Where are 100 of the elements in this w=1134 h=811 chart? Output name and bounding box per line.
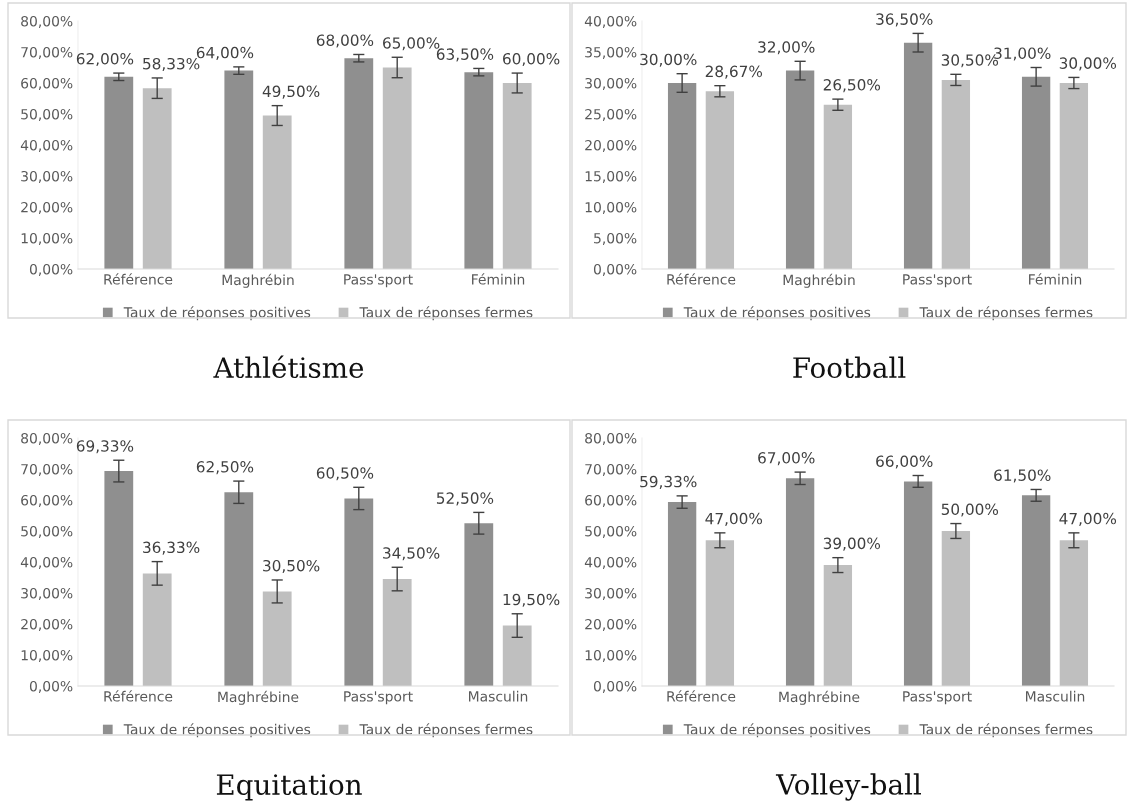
data-label: 47,00% xyxy=(705,512,763,526)
bar xyxy=(104,471,134,686)
data-label: 62,00% xyxy=(76,53,134,67)
y-tick-label: 0,00% xyxy=(29,680,73,693)
y-tick-label: 20,00% xyxy=(585,618,637,631)
bar xyxy=(502,625,532,686)
y-tick-label: 30,00% xyxy=(21,587,73,600)
y-tick-label: 60,00% xyxy=(21,494,73,507)
y-tick-label: 70,00% xyxy=(585,463,637,476)
bar xyxy=(104,76,134,269)
y-tick-label: 0,00% xyxy=(29,263,73,276)
data-label: 52,50% xyxy=(436,492,494,506)
text: Football xyxy=(793,356,906,379)
bar xyxy=(1059,83,1089,269)
data-label: 47,00% xyxy=(1059,512,1117,526)
legend-label: Taux de réponses positives xyxy=(683,723,871,738)
bar xyxy=(464,72,494,269)
x-tick-label: Pass'sport xyxy=(344,274,413,288)
data-label: 26,50% xyxy=(823,79,881,93)
y-tick-label: 70,00% xyxy=(21,46,73,59)
data-label: 36,50% xyxy=(876,13,933,27)
y-tick-label: 5,00% xyxy=(594,232,637,245)
bar xyxy=(705,91,735,269)
data-label: 32,00% xyxy=(758,41,815,55)
y-tick-label: 60,00% xyxy=(21,77,73,90)
x-tick-label: Masculin xyxy=(1026,690,1085,702)
y-tick-label: 10,00% xyxy=(21,232,73,245)
data-label: 64,00% xyxy=(196,46,254,60)
legend-label: Taux de réponses fermes xyxy=(359,306,533,321)
bar xyxy=(823,565,853,686)
y-tick-label: 30,00% xyxy=(21,170,73,183)
y-tick-label: 80,00% xyxy=(21,15,73,28)
x-tick-label: Maghrébin xyxy=(783,273,855,288)
bar xyxy=(667,502,697,686)
y-tick-label: 10,00% xyxy=(585,201,637,214)
x-tick-label: Féminin xyxy=(472,273,525,285)
bar xyxy=(941,79,971,269)
legend-label: Taux de réponses positives xyxy=(123,723,311,738)
x-tick-label: Pass'sport xyxy=(903,691,972,705)
data-label: 30,50% xyxy=(263,559,320,574)
legend-label: Taux de réponses fermes xyxy=(359,723,533,738)
data-label: 49,50% xyxy=(262,85,320,99)
y-tick-label: 50,00% xyxy=(21,108,73,121)
data-label: 60,50% xyxy=(316,467,374,481)
x-tick-label: Maghrébine xyxy=(779,690,860,705)
legend-label: Taux de réponses positives xyxy=(683,306,871,321)
y-tick-label: 0,00% xyxy=(593,680,637,693)
data-label: 68,00% xyxy=(316,34,374,48)
data-label: 30,00% xyxy=(640,53,697,67)
bar xyxy=(903,42,933,269)
bar xyxy=(382,67,412,269)
y-tick-label: 30,00% xyxy=(585,77,637,90)
y-tick-label: 40,00% xyxy=(584,15,637,28)
x-tick-label: Référence xyxy=(667,690,736,702)
x-tick-label: Référence xyxy=(104,690,173,702)
y-tick-label: 10,00% xyxy=(585,649,637,662)
data-label: 66,00% xyxy=(876,455,933,469)
bar xyxy=(903,481,933,686)
data-label: 59,33% xyxy=(640,475,697,489)
y-tick-label: 60,00% xyxy=(585,494,637,507)
bar xyxy=(224,492,254,686)
y-tick-label: 20,00% xyxy=(21,201,73,214)
bar xyxy=(705,540,735,686)
bar xyxy=(344,498,374,686)
data-label: 30,00% xyxy=(1059,57,1117,71)
x-tick-label: Pass'sport xyxy=(344,691,413,705)
bar xyxy=(502,83,532,269)
data-label: 28,67% xyxy=(705,65,763,79)
bar xyxy=(344,58,374,269)
data-label: 39,00% xyxy=(823,537,881,551)
y-tick-label: 10,00% xyxy=(21,649,73,662)
y-tick-label: 70,00% xyxy=(21,463,73,476)
bar xyxy=(382,579,412,686)
bar xyxy=(1059,540,1089,686)
y-tick-label: 40,00% xyxy=(20,556,73,569)
data-label: 60,00% xyxy=(503,53,560,67)
bar xyxy=(1021,76,1051,269)
y-tick-label: 40,00% xyxy=(584,556,637,569)
data-label: 58,33% xyxy=(143,57,200,71)
y-tick-label: 35,00% xyxy=(585,46,637,59)
text: Equitation xyxy=(216,774,362,801)
y-tick-label: 20,00% xyxy=(21,618,73,631)
text: Athlétisme xyxy=(213,355,364,379)
x-tick-label: Féminin xyxy=(1029,273,1082,285)
text: Volley-ball xyxy=(775,773,921,801)
bar xyxy=(142,88,172,269)
bar xyxy=(785,478,815,686)
data-label: 65,00% xyxy=(383,37,440,51)
y-tick-label: 30,00% xyxy=(585,587,637,600)
y-tick-label: 80,00% xyxy=(585,432,637,445)
legend-label: Taux de réponses fermes xyxy=(919,723,1093,738)
y-tick-label: 80,00% xyxy=(21,432,73,445)
bar xyxy=(667,83,697,269)
data-label: 36,33% xyxy=(143,541,200,555)
bar xyxy=(1021,495,1051,686)
x-tick-label: Référence xyxy=(104,273,173,285)
data-label: 67,00% xyxy=(758,452,815,466)
bar xyxy=(224,70,254,269)
y-tick-label: 50,00% xyxy=(585,525,637,538)
x-tick-label: Masculin xyxy=(469,690,528,702)
